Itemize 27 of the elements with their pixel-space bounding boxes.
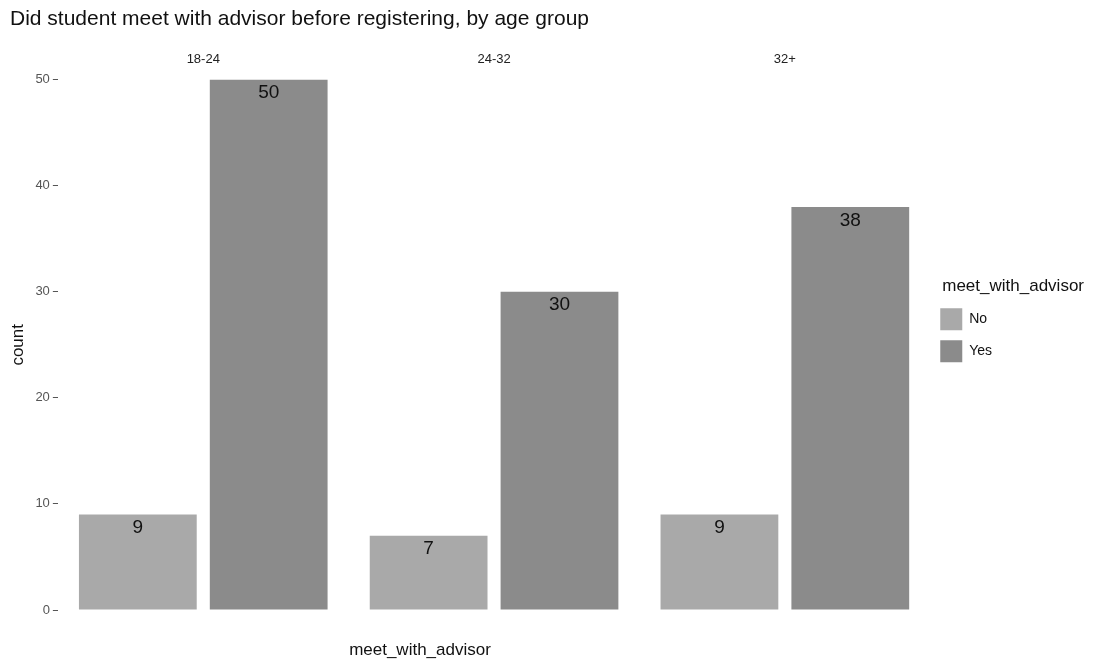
y-axis-title: count [7, 323, 27, 366]
y-tick-label: 40 [35, 177, 50, 193]
bar [78, 514, 197, 610]
bar [500, 291, 619, 610]
x-axis-title: meet_with_advisor [348, 640, 492, 660]
x-tick-label: 32+ [773, 51, 796, 67]
chart-title: Did student meet with advisor before registering, by age group [10, 6, 589, 30]
legend-title: meet_with_advisor [942, 275, 1085, 295]
bar [660, 514, 779, 610]
y-tick-label: 0 [42, 601, 50, 617]
y-tick-label: 30 [35, 283, 50, 299]
bar [209, 79, 328, 610]
data-label: 50 [258, 81, 280, 103]
data-label: 9 [132, 516, 144, 538]
y-tick-label: 20 [35, 389, 50, 405]
y-tick-label: 10 [35, 495, 50, 511]
legend-label: Yes [969, 342, 993, 359]
data-label: 7 [423, 537, 434, 559]
data-label: 9 [714, 516, 725, 538]
x-tick-label: 18-24 [186, 51, 220, 67]
x-tick-label: 24-32 [477, 51, 511, 67]
bar [369, 535, 488, 610]
data-label: 30 [548, 293, 571, 315]
legend-label: No [969, 310, 988, 327]
bar [791, 206, 910, 610]
data-label: 38 [839, 208, 861, 230]
y-tick-label: 50 [35, 71, 50, 87]
